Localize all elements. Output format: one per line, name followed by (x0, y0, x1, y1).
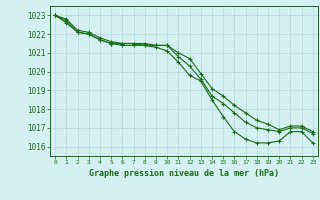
X-axis label: Graphe pression niveau de la mer (hPa): Graphe pression niveau de la mer (hPa) (89, 169, 279, 178)
